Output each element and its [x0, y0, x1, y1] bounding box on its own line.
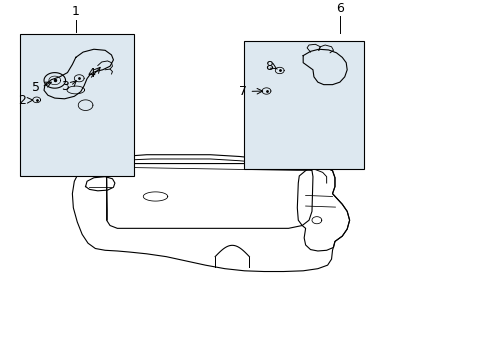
- Text: 5: 5: [32, 81, 40, 94]
- Bar: [20, 35, 134, 176]
- Text: 6: 6: [335, 2, 343, 15]
- Text: 2: 2: [19, 94, 26, 107]
- Text: 4: 4: [87, 67, 95, 80]
- Text: 1: 1: [72, 5, 80, 18]
- Text: 8: 8: [264, 60, 272, 73]
- Text: 7: 7: [239, 85, 247, 98]
- Text: 3: 3: [61, 80, 68, 93]
- Bar: [244, 41, 364, 169]
